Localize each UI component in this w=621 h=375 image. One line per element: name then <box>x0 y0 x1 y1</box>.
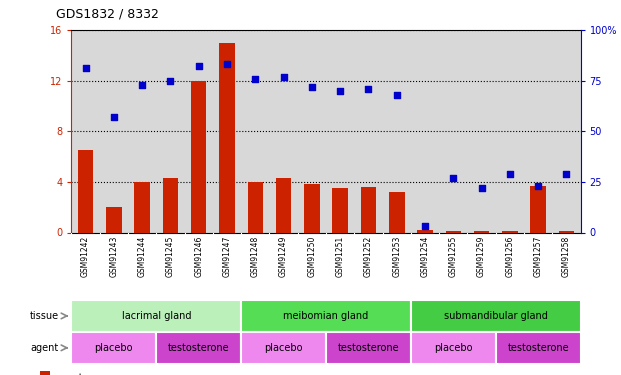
Text: GDS1832 / 8332: GDS1832 / 8332 <box>56 8 159 21</box>
Point <box>477 185 487 191</box>
Text: GSM91257: GSM91257 <box>533 236 543 277</box>
Text: lacrimal gland: lacrimal gland <box>122 311 191 321</box>
Bar <box>191 81 207 232</box>
Bar <box>411 300 581 332</box>
Point <box>279 74 289 80</box>
Point <box>448 175 458 181</box>
Text: GSM91244: GSM91244 <box>138 236 147 277</box>
Bar <box>332 188 348 232</box>
Bar <box>411 332 496 364</box>
Text: GSM91253: GSM91253 <box>392 236 401 277</box>
Bar <box>248 182 263 232</box>
Text: GSM91255: GSM91255 <box>449 236 458 277</box>
Point <box>222 62 232 68</box>
Point <box>420 224 430 230</box>
Bar <box>559 231 574 232</box>
Text: GSM91248: GSM91248 <box>251 236 260 277</box>
Point <box>561 171 571 177</box>
Bar <box>71 300 241 332</box>
Point <box>137 82 147 88</box>
Bar <box>219 43 235 232</box>
Bar <box>241 332 326 364</box>
Text: testosterone: testosterone <box>338 343 399 353</box>
Text: GSM91259: GSM91259 <box>477 236 486 277</box>
Point <box>81 66 91 72</box>
Text: testosterone: testosterone <box>507 343 569 353</box>
Point <box>165 78 175 84</box>
Point <box>533 183 543 189</box>
Text: placebo: placebo <box>265 343 303 353</box>
Text: submandibular gland: submandibular gland <box>444 311 548 321</box>
Text: GSM91258: GSM91258 <box>562 236 571 277</box>
Text: GSM91251: GSM91251 <box>336 236 345 277</box>
Text: GSM91243: GSM91243 <box>109 236 119 277</box>
Bar <box>361 187 376 232</box>
Text: agent: agent <box>31 343 59 353</box>
Point <box>307 84 317 90</box>
Bar <box>78 150 93 232</box>
Bar <box>445 231 461 232</box>
Bar <box>163 178 178 232</box>
Point <box>194 63 204 69</box>
Bar <box>530 186 546 232</box>
Text: GSM91254: GSM91254 <box>420 236 430 277</box>
Text: GSM91252: GSM91252 <box>364 236 373 277</box>
Text: tissue: tissue <box>30 311 59 321</box>
Text: GSM91250: GSM91250 <box>307 236 316 277</box>
Bar <box>496 332 581 364</box>
Bar <box>474 231 489 232</box>
Text: GSM91246: GSM91246 <box>194 236 203 277</box>
Bar <box>502 231 518 232</box>
Text: count: count <box>55 374 83 375</box>
Point <box>250 76 260 82</box>
Text: GSM91242: GSM91242 <box>81 236 90 277</box>
Point <box>505 171 515 177</box>
Bar <box>304 184 320 232</box>
Bar <box>71 332 156 364</box>
Bar <box>326 332 411 364</box>
Text: placebo: placebo <box>434 343 473 353</box>
Bar <box>389 192 404 232</box>
Text: GSM91245: GSM91245 <box>166 236 175 277</box>
Bar <box>106 207 122 232</box>
Text: placebo: placebo <box>94 343 133 353</box>
Bar <box>276 178 291 232</box>
Point <box>335 88 345 94</box>
Text: meibomian gland: meibomian gland <box>283 311 369 321</box>
Text: GSM91256: GSM91256 <box>505 236 514 277</box>
Text: GSM91249: GSM91249 <box>279 236 288 277</box>
Bar <box>134 182 150 232</box>
Text: GSM91247: GSM91247 <box>222 236 232 277</box>
Point <box>109 114 119 120</box>
Point <box>363 86 373 92</box>
Text: testosterone: testosterone <box>168 343 230 353</box>
Point <box>392 92 402 98</box>
Bar <box>156 332 241 364</box>
Bar <box>40 371 50 375</box>
Bar <box>241 300 411 332</box>
Bar <box>417 230 433 232</box>
